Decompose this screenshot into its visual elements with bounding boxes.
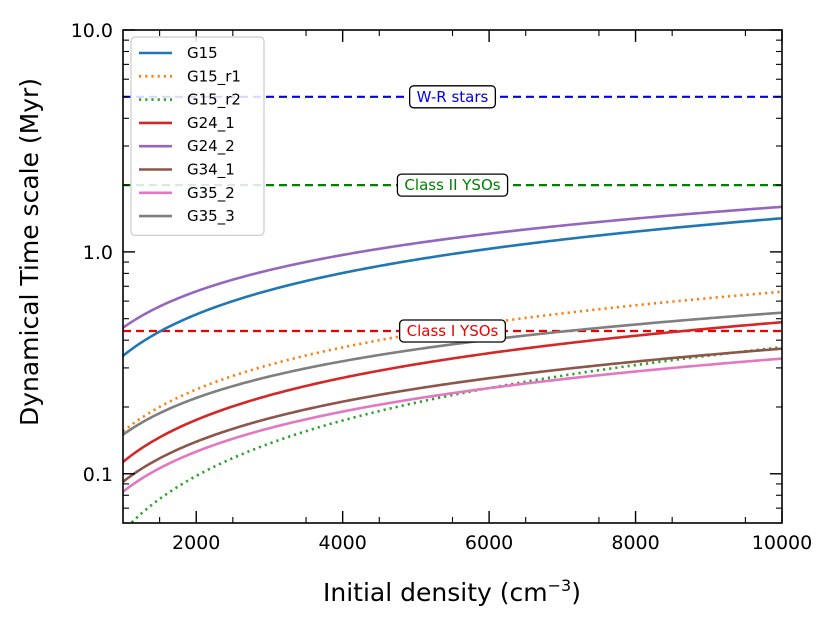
series-line-g34-1 xyxy=(123,347,782,483)
reference-label-text: Class I YSOs xyxy=(407,322,499,340)
legend-label: G35_2 xyxy=(187,184,235,203)
legend-label: G15_r1 xyxy=(187,67,241,86)
legend-label: G24_1 xyxy=(187,114,235,133)
reference-label-box xyxy=(398,319,507,343)
legend-label: G34_1 xyxy=(187,161,235,180)
x-tick-label: 8000 xyxy=(611,532,659,554)
reference-label-box xyxy=(396,173,509,197)
legend-label: G35_3 xyxy=(187,207,235,226)
reference-labels: W-R stars Class II YSOs Class I YSOs xyxy=(396,85,509,343)
series-line-g35-2 xyxy=(123,357,782,493)
x-tick-label: 6000 xyxy=(465,532,513,554)
legend: G15 G15_r1 G15_r2 G24_1 G24_2 G34_1 G35_2 G35_3 xyxy=(130,36,265,236)
x-tick-label: 2000 xyxy=(172,532,220,554)
series-line-g15-r2 xyxy=(129,345,782,523)
reference-label-text: W-R stars xyxy=(417,88,489,106)
x-tick-label: 10000 xyxy=(752,532,812,554)
series-line-g24-1 xyxy=(123,320,782,464)
legend-item: G35_2 xyxy=(139,184,235,203)
reference-label-text: Class II YSOs xyxy=(404,176,500,194)
x-axis-title-sup: −3 xyxy=(548,576,572,595)
reference-label-box xyxy=(408,85,497,109)
reference-label-0: W-R stars xyxy=(408,85,497,109)
legend-item: G15_r2 xyxy=(139,91,241,110)
legend-box xyxy=(130,36,265,236)
legend-item: G35_3 xyxy=(139,207,235,226)
legend-label: G15_r2 xyxy=(187,91,241,110)
y-tick-label: 10.0 xyxy=(71,20,113,42)
y-tick-label: 0.1 xyxy=(83,464,113,486)
series-line-g35-3 xyxy=(123,311,782,436)
x-axis-title-main: Initial density (cm xyxy=(323,578,548,607)
series-lines xyxy=(123,205,782,523)
legend-item: G24_1 xyxy=(139,114,235,133)
series-line-g15 xyxy=(123,216,782,357)
legend-item: G15_r1 xyxy=(139,67,241,86)
y-tick-label: 1.0 xyxy=(83,242,113,264)
y-axis-title: Dynamical Time scale (Myr) xyxy=(15,78,44,426)
reference-label-1: Class II YSOs xyxy=(396,173,509,197)
x-tick-label: 4000 xyxy=(318,532,366,554)
legend-item: G15 xyxy=(139,44,218,62)
legend-label: G15 xyxy=(187,44,218,62)
reference-label-2: Class I YSOs xyxy=(398,319,507,343)
x-axis-title: Initial density (cm−3) xyxy=(323,576,581,607)
legend-label: G24_2 xyxy=(187,137,235,156)
legend-item: G34_1 xyxy=(139,161,235,180)
x-axis-title-end: ) xyxy=(571,578,581,607)
legend-item: G24_2 xyxy=(139,137,235,156)
axes: 2000 4000 6000 8000 10000 0.1 1.0 10.0 xyxy=(71,20,813,554)
series-line-g24-2 xyxy=(123,205,782,329)
